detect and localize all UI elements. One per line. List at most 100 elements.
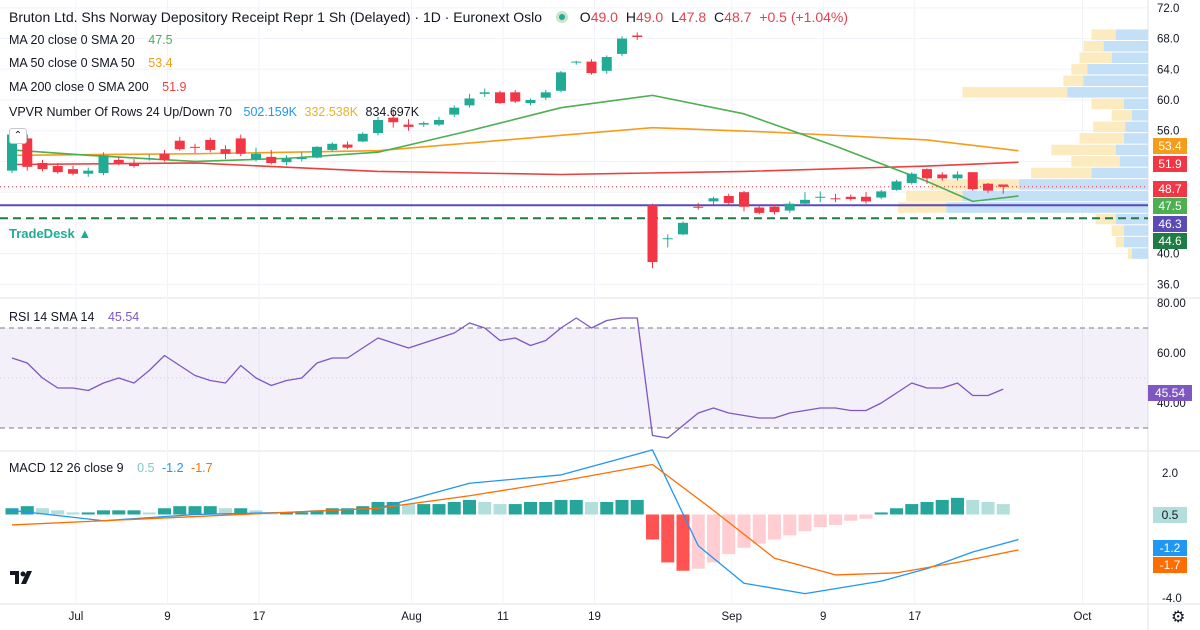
- vpvr-down-bar: [1111, 52, 1148, 64]
- macd-histogram-bar: [844, 514, 858, 521]
- candle-body: [220, 149, 231, 154]
- macd-histogram-bar: [463, 499, 476, 515]
- macd-histogram-bar: [798, 514, 812, 532]
- support-price-tag: 44.6: [1153, 233, 1187, 249]
- macd-histogram-bar: [478, 502, 492, 515]
- ma200-legend[interactable]: MA 200 close 0 SMA 200 51.9: [9, 80, 191, 94]
- candle-body: [891, 181, 902, 190]
- macd-histogram-bar: [188, 506, 202, 515]
- macd-histogram-bar: [722, 514, 736, 555]
- ma200-label: MA 200 close 0 SMA 200: [9, 80, 149, 94]
- macd-histogram-bar: [768, 514, 781, 540]
- macd-histogram-bar: [539, 502, 553, 515]
- low-label: L: [671, 9, 679, 25]
- rsi-legend[interactable]: RSI 14 SMA 14 45.54: [9, 310, 143, 324]
- candle-body: [174, 140, 185, 150]
- vpvr-down-bar: [1119, 156, 1148, 167]
- price-axis-tick-label: 60.0: [1157, 95, 1179, 107]
- macd-histogram-bar: [691, 514, 705, 569]
- macd-histogram-bar: [508, 504, 522, 515]
- candle-body: [479, 92, 490, 94]
- macd-histogram-bar: [493, 504, 507, 515]
- vpvr-up-bar: [1071, 156, 1120, 167]
- candle-body: [266, 156, 277, 163]
- macd-histogram-bar: [310, 510, 324, 515]
- candle-body: [68, 169, 78, 174]
- candle-body: [937, 174, 948, 179]
- candle-body: [205, 139, 216, 150]
- macd-histogram-bar: [813, 514, 827, 527]
- price-axis-tick-label: 64.0: [1157, 64, 1179, 76]
- macd-histogram-bar: [554, 499, 568, 515]
- market-status-icon: [555, 11, 568, 23]
- macd-histogram-bar: [737, 514, 751, 548]
- macd-histogram-bar: [707, 514, 720, 563]
- macd-histogram-bar: [97, 510, 110, 515]
- macd-histogram-bar: [36, 508, 49, 515]
- candle-body: [190, 146, 200, 148]
- vpvr-down-bar: [1083, 75, 1148, 87]
- vpvr-legend[interactable]: VPVR Number Of Rows 24 Up/Down 70 502.15…: [9, 105, 423, 119]
- macd-histogram-bar: [234, 508, 248, 515]
- tradingview-logo-icon[interactable]: [8, 568, 40, 590]
- open-label: O: [579, 9, 591, 25]
- candle-body: [556, 72, 566, 91]
- ma50-price-tag: 53.4: [1153, 138, 1187, 154]
- vpvr-down-bar: [1087, 64, 1148, 75]
- ma20-legend[interactable]: MA 20 close 0 SMA 20 47.5: [9, 33, 177, 47]
- candle-body: [312, 146, 322, 158]
- candle-body: [754, 207, 765, 213]
- symbol-title[interactable]: Bruton Ltd. Shs Norway Depository Receip…: [9, 9, 543, 25]
- rsi-price-tag: 45.54: [1148, 385, 1192, 401]
- ma20-value: 47.5: [148, 33, 173, 47]
- candle-body: [129, 162, 139, 167]
- vpvr-up-bar: [1111, 225, 1124, 236]
- collapse-legend-button[interactable]: ⌃: [9, 128, 27, 144]
- macd-histogram-bar: [112, 510, 126, 515]
- candle-body: [617, 38, 627, 54]
- macd-histogram-bar: [158, 508, 171, 515]
- macd-axis-tick-label: 2.0: [1162, 468, 1178, 480]
- gear-icon[interactable]: ⚙: [1171, 609, 1186, 626]
- candle-body: [251, 153, 261, 160]
- candle-body: [159, 153, 170, 160]
- time-axis-label: Oct: [1074, 611, 1093, 623]
- macd-signal-price-tag: -1.7: [1153, 557, 1187, 573]
- candle-body: [52, 166, 63, 173]
- candle-body: [845, 196, 856, 200]
- price-axis-tick-label: 40.0: [1157, 249, 1179, 261]
- candle-body: [967, 172, 978, 190]
- candle-body: [983, 183, 993, 191]
- ma20-label: MA 20 close 0 SMA 20: [9, 33, 135, 47]
- vpvr-up-bar: [962, 87, 1068, 98]
- candle-body: [281, 158, 292, 163]
- vpvr-up-bar: [1051, 144, 1116, 156]
- time-axis-label: 11: [497, 611, 509, 623]
- vpvr-down-bar: [1123, 133, 1148, 144]
- rsi-axis-tick-label: 60.00: [1157, 348, 1186, 360]
- candle-body: [800, 199, 810, 204]
- macd-histogram-bar: [646, 514, 659, 540]
- macd-histogram-bar: [615, 499, 629, 515]
- macd-histogram-bar: [249, 510, 263, 515]
- candle-body: [952, 174, 963, 179]
- macd-histogram-bar: [859, 514, 873, 519]
- candle-body: [723, 196, 734, 203]
- macd-histogram-bar: [630, 499, 644, 515]
- ma200-price-tag: 51.9: [1153, 156, 1187, 172]
- tradedesk-label[interactable]: TradeDesk ▲: [9, 226, 92, 241]
- close-price-tag: 48.7: [1153, 181, 1187, 197]
- vpvr-down-bar: [1123, 236, 1148, 248]
- macd-hist-price-tag: 0.5: [1153, 507, 1187, 523]
- candle-body: [525, 100, 536, 104]
- macd-histogram-bar: [66, 512, 80, 515]
- macd-histogram-bar: [417, 504, 431, 515]
- vpvr-down-bar: [1131, 248, 1148, 259]
- high-label: H: [625, 9, 636, 25]
- ma50-legend[interactable]: MA 50 close 0 SMA 50 53.4: [9, 56, 177, 70]
- macd-histogram-bar: [661, 514, 675, 563]
- macd-legend[interactable]: MACD 12 26 close 9 0.5 -1.2 -1.7: [9, 461, 217, 475]
- macd-histogram-bar: [295, 512, 309, 515]
- macd-histogram-bar: [569, 499, 583, 515]
